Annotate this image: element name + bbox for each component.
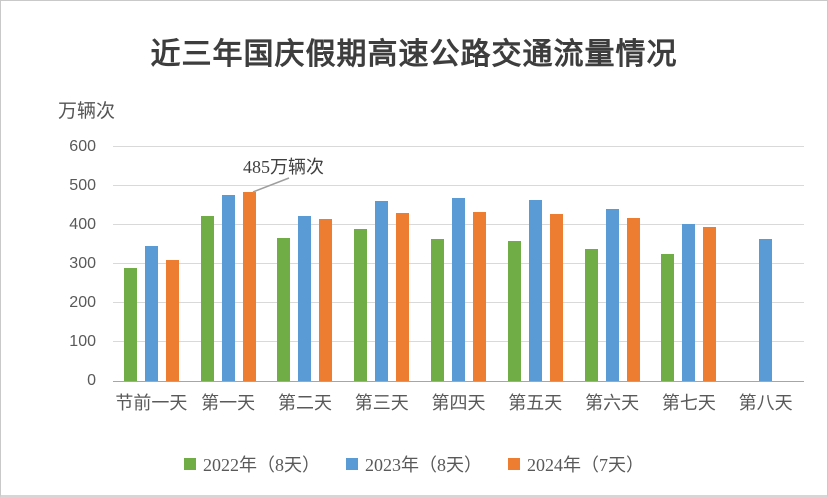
bar-2024年（7天）-第四天: [473, 211, 487, 381]
y-tick-label-300: 300: [69, 255, 96, 272]
bar-2023年（8天）-第七天: [682, 224, 696, 381]
bar-groups: [113, 147, 804, 381]
legend-label: 2024年（7天）: [527, 455, 644, 475]
bar-group-第八天: [727, 147, 804, 381]
x-label-第一天: 第一天: [201, 393, 256, 413]
y-tick-label-400: 400: [69, 216, 96, 234]
y-tick-label-600: 600: [69, 138, 96, 155]
legend-item-2024年（7天）: 2024年（7天）: [508, 451, 644, 477]
bar-2023年（8天）-第三天: [375, 200, 389, 381]
y-tick-label-200: 200: [69, 294, 96, 312]
y-tick-label-500: 500: [69, 177, 96, 194]
bar-2023年（8天）-第六天: [605, 209, 619, 381]
bar-2024年（7天）-第三天: [396, 212, 410, 381]
bar-2024年（7天）-第二天: [319, 219, 333, 381]
y-tick-label-100: 100: [69, 333, 96, 351]
bar-2023年（8天）-节前一天: [144, 245, 158, 381]
x-axis-labels: 节前一天 第一天 第二天 第三天 第四天 第五天 第六天 第七天 第八天: [113, 389, 804, 415]
bar-2024年（7天）-第七天: [703, 227, 717, 381]
annotation-label: 485万辆次: [243, 157, 324, 177]
bar-group-第六天: [574, 147, 651, 381]
x-label-第五天: 第五天: [508, 393, 563, 413]
plot-area: 485万辆次: [113, 146, 804, 382]
chart-title: 近三年国庆假期高速公路交通流量情况: [150, 38, 678, 71]
x-label-第六天: 第六天: [585, 393, 640, 413]
x-label-第八天: 第八天: [738, 393, 793, 413]
x-label-第三天: 第三天: [354, 393, 409, 413]
bar-2024年（7天）-第一天: [242, 191, 256, 381]
bar-2024年（7天）-第五天: [549, 213, 563, 381]
bar-group-第七天: [650, 147, 727, 381]
legend-item-2022年（8天）: 2022年（8天）: [184, 451, 320, 477]
bar-2023年（8天）-第五天: [528, 200, 542, 381]
bar-2022年（8天）-第二天: [277, 237, 291, 381]
x-label-第四天: 第四天: [431, 393, 486, 413]
legend-item-2023年（8天）: 2023年（8天）: [346, 451, 482, 477]
bar-group-第二天: [267, 147, 344, 381]
legend-swatch-icon: [346, 458, 358, 470]
bar-2022年（8天）-第四天: [431, 238, 445, 381]
bar-2023年（8天）-第二天: [298, 215, 312, 381]
bar-group-第五天: [497, 147, 574, 381]
gridline-600: [113, 146, 804, 147]
bar-2024年（7天）-节前一天: [165, 260, 179, 381]
bar-2022年（8天）-第一天: [200, 216, 214, 381]
bar-2022年（8天）-第六天: [584, 249, 598, 381]
x-label-第七天: 第七天: [661, 393, 716, 413]
bar-2023年（8天）-第一天: [221, 195, 235, 381]
bar-group-第一天: [190, 147, 267, 381]
legend-label: 2023年（8天）: [365, 455, 482, 475]
legend-label: 2022年（8天）: [203, 455, 320, 475]
bar-2022年（8天）-第七天: [661, 253, 675, 381]
bar-2023年（8天）-第四天: [452, 197, 466, 381]
y-axis-unit-label: 万辆次: [58, 101, 116, 122]
legend: 2022年（8天） 2023年（8天） 2024年（7天）: [1, 451, 827, 477]
bar-group-第三天: [343, 147, 420, 381]
bar-group-节前一天: [113, 147, 190, 381]
x-label-节前一天: 节前一天: [115, 393, 188, 413]
legend-swatch-icon: [184, 458, 196, 470]
y-axis-tick-labels: 0 100 200 300 400 500 600: [56, 139, 104, 389]
x-label-第二天: 第二天: [277, 393, 332, 413]
bar-2022年（8天）-第五天: [507, 241, 521, 381]
y-tick-label-0: 0: [87, 372, 96, 389]
bar-2024年（7天）-第六天: [626, 217, 640, 381]
bar-2022年（8天）-第三天: [354, 228, 368, 381]
gridline-500: [113, 185, 804, 186]
bar-group-第四天: [420, 147, 497, 381]
bar-2023年（8天）-第八天: [759, 239, 773, 381]
legend-swatch-icon: [508, 458, 520, 470]
bar-2022年（8天）-节前一天: [123, 267, 137, 381]
